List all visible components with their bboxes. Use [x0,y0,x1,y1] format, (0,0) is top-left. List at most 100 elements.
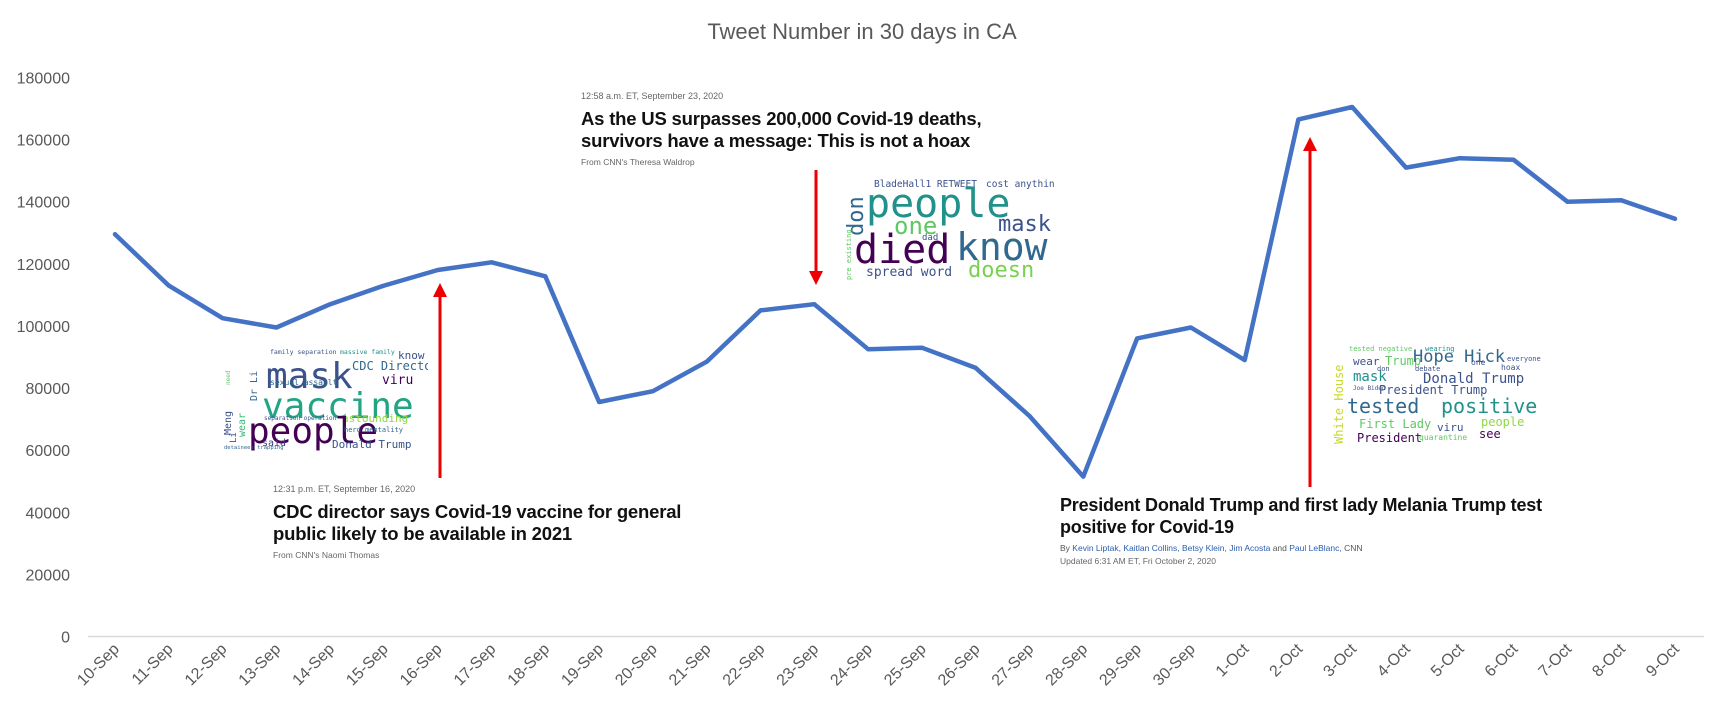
y-tick-label: 100000 [17,319,70,336]
data-point [973,365,978,370]
cloud-word: doesn [968,258,1035,283]
news-cdc-director: 12:31 p.m. ET, September 16, 2020 CDC di… [273,484,681,560]
cloud-word: wear [237,412,248,437]
x-tick-label: 22-Sep [720,641,769,690]
arrow-sep23 [809,170,823,285]
cloud-word: don [1377,365,1390,373]
author-link[interactable]: Paul LeBlanc, [1289,543,1342,553]
x-tick-label: 13-Sep [236,641,285,690]
cloud-word: Donald Trump [1423,371,1525,387]
cloud-word: sexual assault [270,378,338,387]
x-tick-label: 11-Sep [129,641,177,689]
data-point [812,302,817,307]
author-link[interactable]: Jim Acosta [1229,543,1271,553]
data-point [489,260,494,265]
headline-line: As the US surpasses 200,000 Covid-19 dea… [581,108,982,129]
x-tick-label: 8-Oct [1589,640,1629,680]
x-tick-label: 25-Sep [881,641,930,690]
headline-line: positive for Covid-19 [1060,517,1234,537]
cloud-word: mask [998,212,1051,237]
author-link[interactable]: Kaitlan Collins, [1123,543,1180,553]
cloud-word: family separation [270,348,337,356]
news-trump-positive: President Donald Trump and first lady Me… [1060,494,1542,566]
x-tick-label: 29-Sep [1096,641,1145,690]
byline-prefix: By [1060,543,1070,553]
y-tick-label: 40000 [26,505,71,522]
data-point [1135,336,1140,341]
data-point [543,274,548,279]
x-tick-label: 7-Oct [1536,640,1576,680]
cloud-word: need [225,370,232,385]
x-tick-label: 28-Sep [1043,641,1092,690]
cloud-word: said [262,438,287,449]
cloud-word: know [956,225,1048,269]
x-tick-label: 4-Oct [1374,640,1414,680]
cloud-word: hoax [1501,363,1521,372]
cloud-word: people [248,411,379,452]
y-tick-label: 80000 [26,381,71,398]
y-tick-label: 20000 [26,567,71,584]
headline-line: President Donald Trump and first lady Me… [1060,495,1542,515]
author-link[interactable]: Betsy Klein, [1181,543,1227,553]
x-tick-label: 14-Sep [289,641,338,690]
cloud-word: tested [1347,394,1420,418]
y-tick-label: 160000 [17,133,70,150]
cloud-word: astounding [342,412,409,425]
cloud-word: vaccine [262,386,414,427]
x-tick-label: 19-Sep [558,641,607,690]
cloud-word: First Lady [1359,417,1432,431]
x-tick-label: 23-Sep [774,641,823,690]
wordcloud-died: BladeHall1 RETWEET cost anything people … [844,176,1054,286]
cloud-word: wear [1353,355,1380,368]
cloud-word: mask [266,356,353,397]
data-point [1673,216,1677,221]
x-tick-label: 17-Sep [451,641,500,690]
cloud-word: spread word [866,265,953,280]
data-point [435,268,440,273]
data-point [166,283,171,288]
x-tick-label: 24-Sep [827,641,876,690]
cloud-word: died [854,227,951,273]
data-point [758,308,763,313]
x-tick-label: 5-Oct [1428,640,1468,680]
y-tick-label: 60000 [26,443,71,460]
cloud-word: President [1357,431,1423,445]
data-point [381,283,386,288]
cloud-word: viru [1437,421,1464,434]
cloud-word: positive [1441,394,1538,418]
cloud-word: see [1479,427,1501,441]
wordcloud-vaccine: need family separation massive family kn… [222,345,428,452]
cloud-word: White House [1333,364,1346,444]
data-point [1296,117,1301,122]
data-point [1027,414,1032,419]
news-source: From CNN's Naomi Thomas [273,550,380,560]
x-tick-label: 18-Sep [505,641,554,690]
cloud-word: President Trump [1379,383,1488,397]
cloud-word: dad [922,233,939,243]
x-tick-label: 9-Oct [1643,640,1683,680]
y-tick-label: 0 [61,630,70,647]
byline-and: and [1272,543,1287,553]
cloud-word: one [894,212,938,240]
cloud-word: wearing [1425,345,1455,353]
data-point [866,347,871,352]
data-point [1619,198,1624,203]
headline-line: public likely to be available in 2021 [273,523,573,544]
cloud-word: cost anything [986,179,1054,190]
x-tick-label: 30-Sep [1150,641,1199,690]
author-link[interactable]: Kevin Liptak, [1072,543,1121,553]
x-tick-label: 21-Sep [666,641,715,690]
x-axis-ticks: 10-Sep 11-Sep 12-Sep 13-Sep 14-Sep 15-Sep 16-S… [74,640,1683,689]
data-point [919,345,924,350]
cloud-word: viru [382,373,414,388]
x-tick-label: 3-Oct [1320,640,1360,680]
arrow-oct2 [1303,137,1317,487]
news-headline: CDC director says Covid-19 vaccine for g… [273,501,681,545]
cloud-word: massive family [340,348,395,356]
cloud-word: mask [1353,369,1387,385]
news-source: From CNN's Theresa Waldrop [581,157,695,167]
cloud-word: Trump [1385,354,1422,368]
series-line [112,104,1678,479]
y-axis-ticks: 0 20000 40000 60000 80000 100000 120000 140000 1… [17,71,70,647]
headline-line: CDC director says Covid-19 vaccine for g… [273,501,682,522]
